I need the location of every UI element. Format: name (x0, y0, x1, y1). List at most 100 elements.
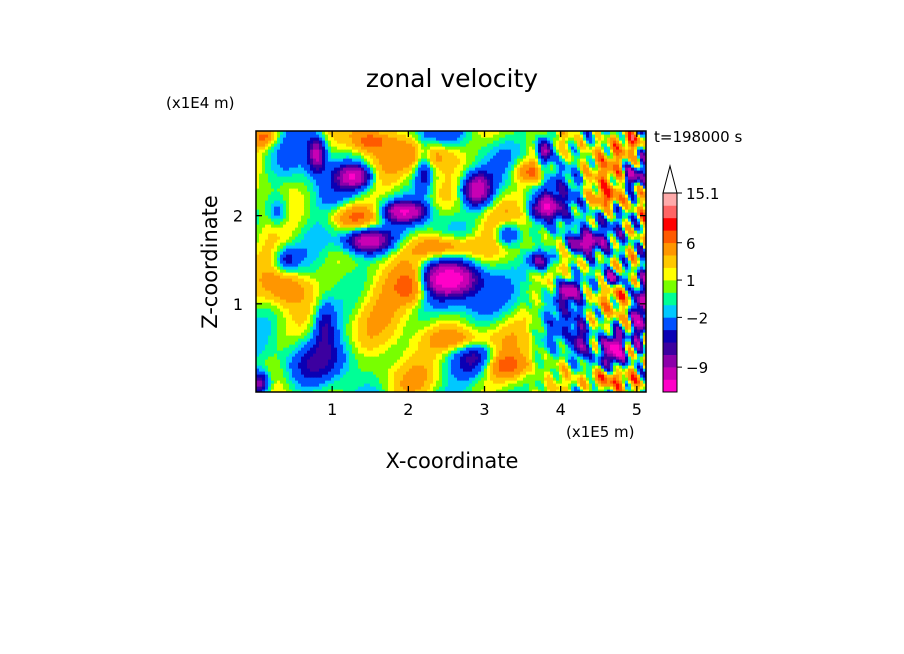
field-cell (475, 308, 479, 312)
field-cell (328, 332, 332, 336)
field-cell (391, 356, 395, 360)
field-cell (583, 377, 587, 381)
field-cell (391, 275, 395, 279)
field-cell (436, 383, 440, 387)
field-cell (496, 365, 500, 369)
field-cell (421, 377, 425, 381)
field-cell (622, 317, 626, 321)
field-cell (421, 299, 425, 303)
field-cell (496, 389, 500, 392)
field-cell (496, 374, 500, 378)
field-cell (274, 386, 278, 390)
field-cell (628, 362, 632, 366)
field-cell (634, 389, 638, 392)
field-cell (532, 314, 536, 318)
field-cell (295, 305, 299, 309)
field-cell (322, 335, 326, 339)
field-cell (508, 383, 512, 387)
field-cell (310, 326, 314, 330)
field-cell (511, 365, 515, 369)
field-cell (616, 338, 620, 342)
field-cell (457, 365, 461, 369)
field-cell (451, 299, 455, 303)
field-cell (289, 374, 293, 378)
field-cell (619, 284, 623, 288)
field-cell (454, 293, 458, 297)
field-cell (331, 338, 335, 342)
field-cell (409, 383, 413, 387)
field-cell (283, 362, 287, 366)
field-cell (313, 380, 317, 384)
field-cell (523, 290, 527, 294)
field-cell (628, 296, 632, 300)
field-cell (550, 380, 554, 384)
field-cell (295, 374, 299, 378)
field-cell (445, 371, 449, 375)
field-cell (286, 383, 290, 387)
field-cell (628, 281, 632, 285)
field-cell (520, 347, 524, 351)
field-cell (424, 386, 428, 390)
field-cell (586, 377, 590, 381)
field-cell (460, 287, 464, 291)
field-cell (448, 314, 452, 318)
field-cell (394, 317, 398, 321)
field-cell (544, 305, 548, 309)
field-cell (544, 311, 548, 315)
field-cell (421, 344, 425, 348)
field-cell (529, 320, 533, 324)
field-cell (385, 377, 389, 381)
field-cell (577, 380, 581, 384)
field-cell (403, 356, 407, 360)
field-cell (334, 341, 338, 345)
field-cell (322, 311, 326, 315)
field-cell (640, 362, 644, 366)
field-cell (334, 383, 338, 387)
field-cell (514, 371, 518, 375)
field-cell (478, 302, 482, 306)
field-cell (436, 368, 440, 372)
field-cell (613, 374, 617, 378)
field-cell (397, 302, 401, 306)
field-cell (283, 314, 287, 318)
field-cell (550, 359, 554, 363)
field-cell (418, 299, 422, 303)
field-cell (529, 389, 533, 392)
field-cell (325, 389, 329, 392)
field-cell (628, 287, 632, 291)
field-cell (496, 329, 500, 333)
field-cell (577, 326, 581, 330)
field-cell (622, 320, 626, 324)
field-cell (331, 296, 335, 300)
field-cell (280, 359, 284, 363)
field-cell (301, 284, 305, 288)
field-cell (343, 299, 347, 303)
field-cell (475, 290, 479, 294)
field-cell (358, 311, 362, 315)
field-cell (283, 311, 287, 315)
field-cell (391, 332, 395, 336)
field-cell (451, 368, 455, 372)
field-cell (505, 356, 509, 360)
field-cell (451, 302, 455, 306)
field-cell (481, 341, 485, 345)
field-cell (397, 308, 401, 312)
field-cell (451, 305, 455, 309)
field-cell (523, 386, 527, 390)
field-cell (610, 380, 614, 384)
field-cell (445, 338, 449, 342)
field-cell (547, 341, 551, 345)
field-cell (481, 344, 485, 348)
field-cell (586, 329, 590, 333)
field-cell (625, 335, 629, 339)
field-cell (523, 287, 527, 291)
field-cell (298, 323, 302, 327)
field-cell (325, 344, 329, 348)
field-cell (457, 383, 461, 387)
field-cell (559, 353, 563, 357)
field-cell (634, 281, 638, 285)
field-cell (262, 308, 266, 312)
field-cell (373, 326, 377, 330)
field-cell (274, 383, 278, 387)
field-cell (484, 341, 488, 345)
